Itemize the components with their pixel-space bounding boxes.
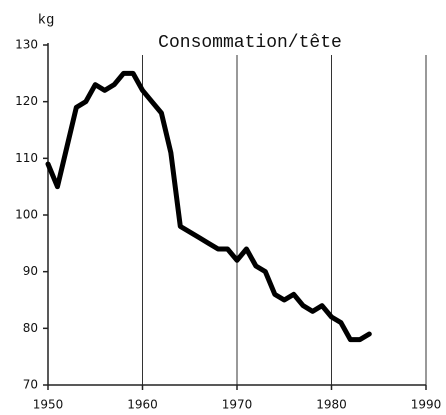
data-line <box>45 70 372 343</box>
y-tick-label: 110 <box>15 151 38 165</box>
x-tick-label: 1990 <box>411 398 442 412</box>
y-tick-label: 90 <box>23 264 38 278</box>
x-tick-label: 1960 <box>127 398 158 412</box>
y-tick-label: 130 <box>15 38 38 52</box>
y-tick-label: 70 <box>23 378 38 392</box>
x-tick-label: 1980 <box>316 398 347 412</box>
x-tick-label: 1970 <box>222 398 253 412</box>
x-tick-label: 1950 <box>33 398 64 412</box>
y-axis-label: kg <box>38 13 55 29</box>
y-tick-label: 120 <box>15 94 38 108</box>
y-tick-label: 100 <box>15 208 38 222</box>
y-tick-label: 80 <box>23 321 38 335</box>
chart-title: Consommation/tête <box>158 33 342 53</box>
